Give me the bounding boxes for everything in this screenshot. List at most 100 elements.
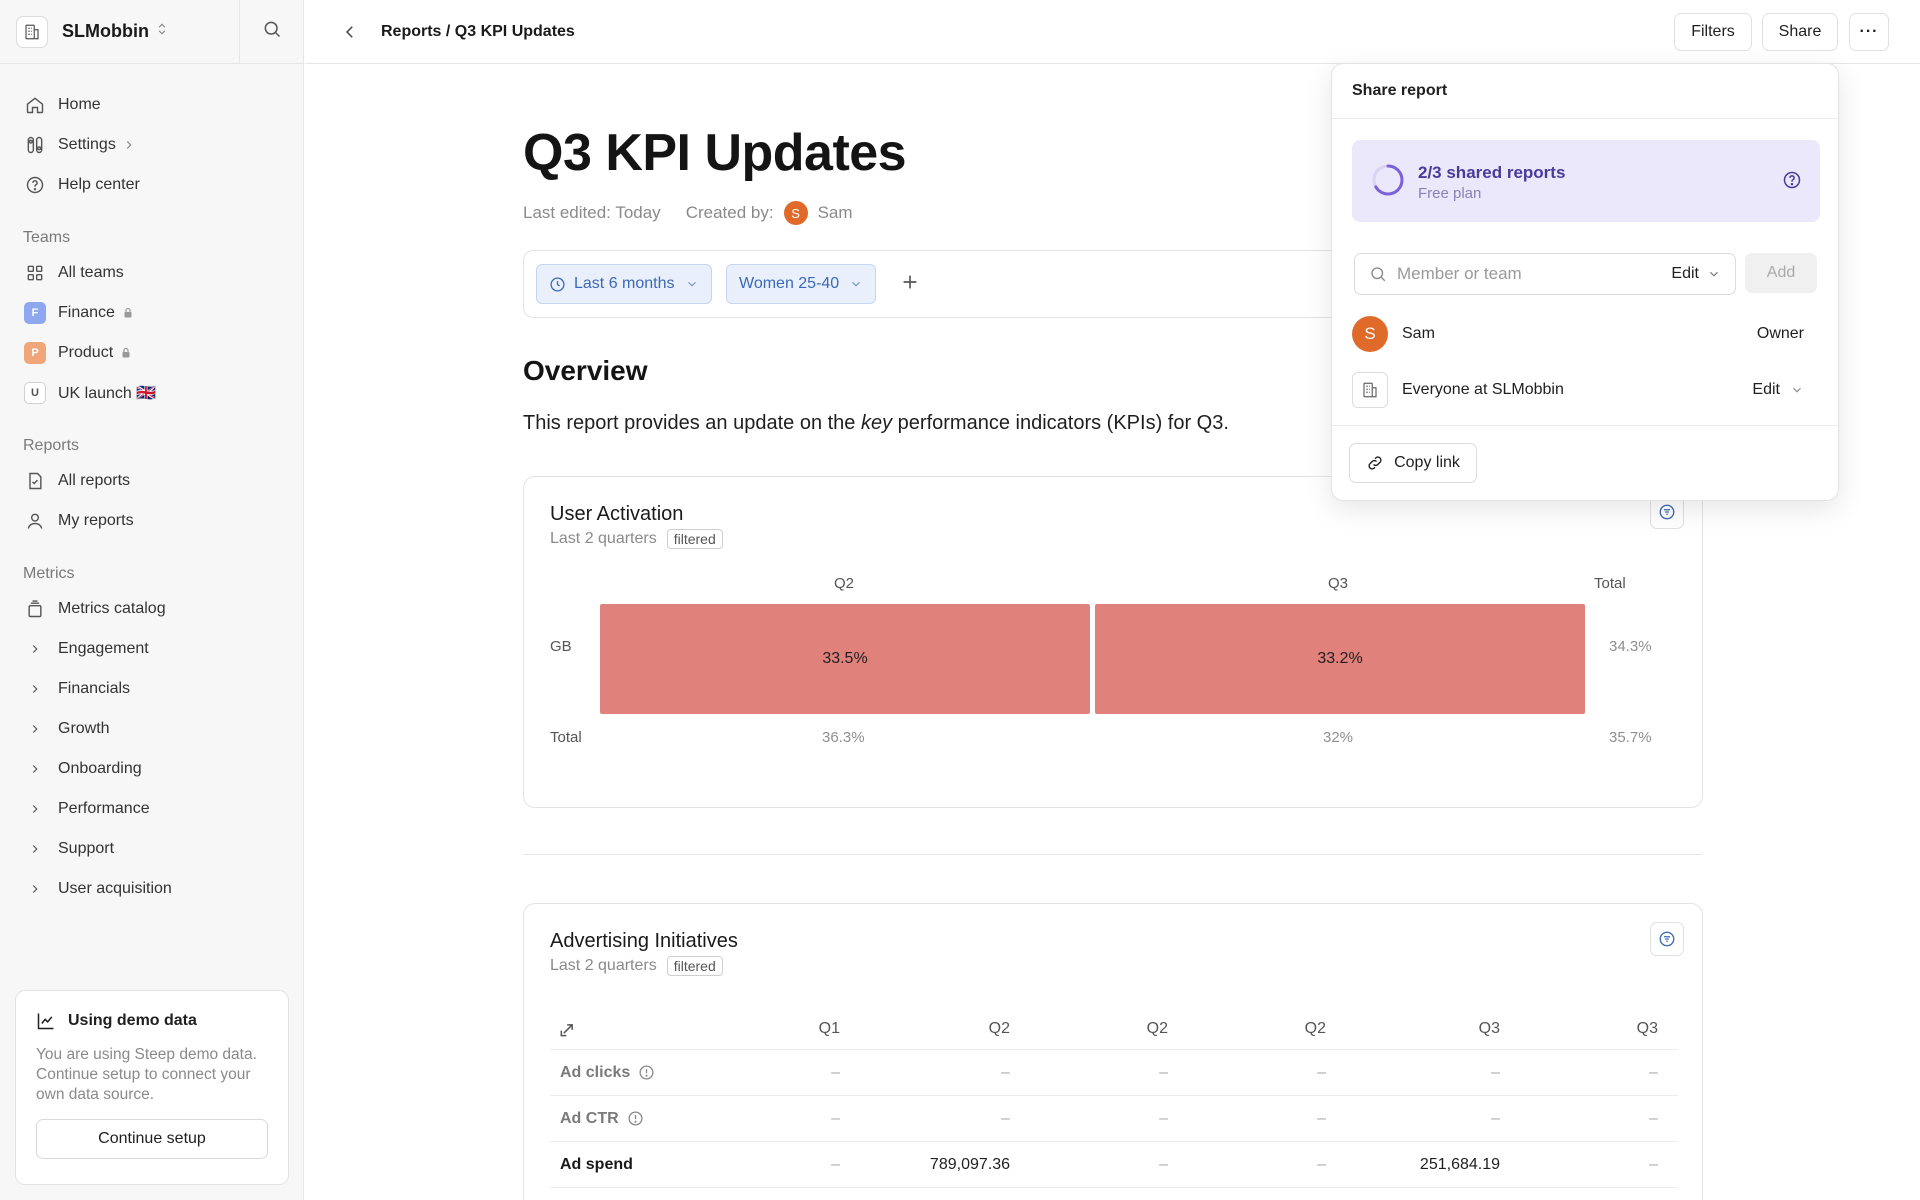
sidebar-item-label: Growth (58, 720, 110, 737)
copy-link-button[interactable]: Copy link (1349, 443, 1477, 483)
help-circle-icon (24, 174, 46, 196)
heatmap-cell-gb-q2[interactable]: 33.5% (600, 604, 1090, 714)
continue-setup-button[interactable]: Continue setup (36, 1119, 268, 1159)
workspace-name: SLMobbin (62, 21, 149, 41)
sidebar-header: SLMobbin (0, 0, 303, 64)
more-options-button[interactable]: ··· (1849, 13, 1889, 51)
member-name: Sam (1402, 325, 1435, 342)
segment-filter[interactable]: Women 25-40 (726, 264, 877, 304)
lock-icon (122, 307, 134, 319)
table-cell: – (1159, 1063, 1168, 1081)
report-content: Q3 KPI Updates Last edited: Today Create… (305, 65, 1920, 1200)
top-bar: Reports / Q3 KPI Updates Filters Share ·… (305, 0, 1920, 64)
date-range-filter[interactable]: Last 6 months (536, 264, 712, 304)
sidebar-item-performance[interactable]: Performance (16, 789, 287, 829)
help-circle-icon[interactable] (1782, 170, 1802, 195)
table-row: Ad CTR – – – – – – (550, 1096, 1678, 1142)
section-metrics: Metrics (23, 565, 75, 582)
member-row-sam: S Sam Owner (1352, 314, 1820, 354)
sidebar-search-button[interactable] (240, 19, 303, 44)
card-subtitle: Last 2 quarters filtered (550, 956, 723, 976)
sidebar-item-help-center[interactable]: Help center (16, 165, 287, 205)
filtered-tag: filtered (666, 529, 723, 549)
permission-label: Edit (1671, 265, 1699, 282)
sidebar-item-growth[interactable]: Growth (16, 709, 287, 749)
back-chevron-icon[interactable] (337, 19, 363, 45)
sidebar-item-label: Onboarding (58, 760, 142, 777)
sidebar-item-support[interactable]: Support (16, 829, 287, 869)
member-role: Owner (1757, 325, 1804, 343)
add-member-button[interactable]: Add (1745, 253, 1817, 293)
column-header: Q3 (1636, 1019, 1658, 1037)
swap-axes-icon[interactable] (558, 1008, 578, 1049)
sidebar-item-product[interactable]: P Product (16, 333, 287, 373)
workspace-switcher[interactable]: SLMobbin (0, 0, 240, 64)
last-edited: Last edited: Today (523, 203, 661, 222)
sidebar-item-financials[interactable]: Financials (16, 669, 287, 709)
sidebar-item-onboarding[interactable]: Onboarding (16, 749, 287, 789)
plan-usage-banner: 2/3 shared reports Free plan (1352, 140, 1820, 222)
member-or-team-input[interactable] (1397, 264, 1647, 284)
sidebar-item-my-reports[interactable]: My reports (16, 501, 287, 541)
sidebar-item-finance[interactable]: F Finance (16, 293, 287, 333)
search-icon (1369, 265, 1387, 283)
sidebar-item-metrics-catalog[interactable]: Metrics catalog (16, 589, 287, 629)
report-file-icon (24, 470, 46, 492)
chevron-updown-icon (155, 22, 169, 41)
table-cell: – (1317, 1109, 1326, 1127)
member-name: Everyone at SLMobbin (1402, 381, 1564, 398)
divider (1332, 118, 1838, 119)
invite-field: Edit (1354, 253, 1736, 295)
invite-permission-select[interactable]: Edit (1671, 265, 1721, 283)
sidebar-item-uk-launch[interactable]: U UK launch 🇬🇧 (16, 373, 287, 413)
filter-label: Women 25-40 (739, 275, 840, 292)
info-icon[interactable] (638, 1064, 655, 1081)
heatmap-cell-gb-q3[interactable]: 33.2% (1095, 604, 1585, 714)
role-label: Owner (1756, 325, 1804, 342)
info-icon[interactable] (627, 1110, 644, 1127)
chevron-right-icon (24, 838, 46, 860)
member-role-select[interactable]: Edit (1752, 381, 1804, 399)
table-cell: – (1159, 1109, 1168, 1127)
page-title: Q3 KPI Updates (523, 124, 907, 182)
sidebar-item-engagement[interactable]: Engagement (16, 629, 287, 669)
add-filter-plus-icon[interactable] (899, 271, 921, 298)
table-cell: 789,097.36 (929, 1155, 1010, 1173)
row-label-total: Total (550, 729, 582, 746)
row-total-gb: 34.3% (1609, 638, 1652, 655)
column-header-total: Total (1594, 575, 1626, 592)
card-filter-button[interactable] (1650, 922, 1684, 956)
sidebar-item-home[interactable]: Home (16, 85, 287, 125)
sidebar-item-all-reports[interactable]: All reports (16, 461, 287, 501)
section-divider (523, 854, 1703, 855)
advertising-table: Q1 Q2 Q2 Q2 Q3 Q3 Ad clicks – – – – – – … (550, 1008, 1678, 1188)
chevron-right-icon (24, 678, 46, 700)
sidebar-item-label: Product (58, 344, 114, 361)
filter-circle-icon (1658, 930, 1676, 948)
team-badge: F (24, 302, 46, 324)
card-title: Advertising Initiatives (550, 930, 738, 952)
table-cell: – (1649, 1109, 1658, 1127)
sidebar-item-all-teams[interactable]: All teams (16, 253, 287, 293)
filtered-tag: filtered (666, 956, 723, 976)
table-cell: – (1649, 1063, 1658, 1081)
section-teams: Teams (23, 229, 71, 246)
chevron-down-icon (1790, 383, 1804, 397)
sidebar-item-label: Support (58, 840, 115, 857)
table-cell: – (1001, 1109, 1010, 1127)
table-row: Ad spend – 789,097.36 – – 251,684.19 – (550, 1142, 1678, 1188)
sidebar: SLMobbin Home Settings Help center Teams (0, 0, 304, 1200)
share-button[interactable]: Share (1762, 13, 1838, 51)
table-header-row: Q1 Q2 Q2 Q2 Q3 Q3 (550, 1008, 1678, 1050)
toggles-icon (24, 134, 46, 156)
sidebar-item-user-acquisition[interactable]: User acquisition (16, 869, 287, 909)
filters-button[interactable]: Filters (1674, 13, 1752, 51)
demo-card-heading: Using demo data (36, 1011, 268, 1031)
sidebar-item-label: Performance (58, 800, 150, 817)
sidebar-item-settings[interactable]: Settings (16, 125, 287, 165)
filter-bar: Last 6 months Women 25-40 (523, 250, 1527, 318)
member-row-everyone: Everyone at SLMobbin Edit (1352, 370, 1820, 410)
sidebar-item-label: Finance (58, 304, 115, 321)
metric-name: Ad clicks (560, 1063, 631, 1081)
chevron-right-icon (24, 758, 46, 780)
